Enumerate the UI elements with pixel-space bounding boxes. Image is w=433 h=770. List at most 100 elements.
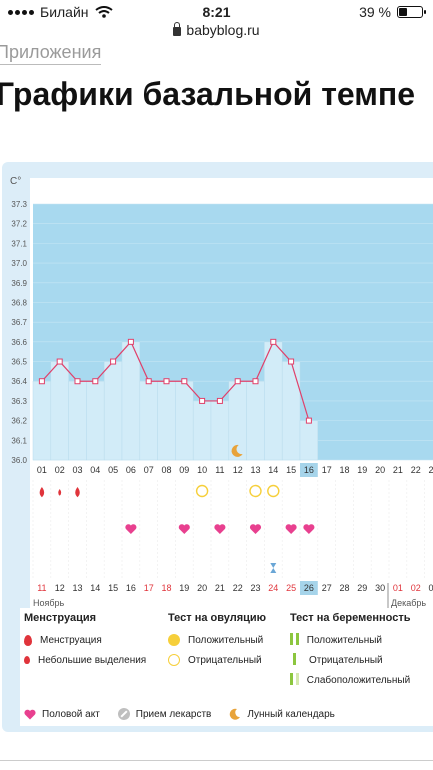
cycle-day-label: 08 — [161, 465, 171, 475]
legend-label: Положительный — [306, 634, 383, 646]
calendar-date-label: 25 — [286, 583, 296, 593]
battery-percent: 39 % — [359, 4, 391, 20]
y-tick-label: 37.2 — [11, 220, 27, 229]
intercourse-heart — [249, 524, 262, 534]
y-axis-unit: С° — [10, 176, 22, 187]
calendar-date-label: 20 — [197, 583, 207, 593]
legend-bottom-row: Половой акт Прием лекарств Лунный календ… — [24, 704, 335, 724]
current-day-highlight — [300, 463, 318, 477]
calendar-date-label: 11 — [37, 583, 46, 593]
legend-item-pregnancy-negative: Отрицательный — [290, 650, 411, 670]
battery-icon — [397, 6, 426, 18]
intercourse-heart — [178, 524, 190, 534]
y-tick-label: 36.8 — [11, 298, 27, 307]
legend-label: Отрицательный — [188, 654, 262, 666]
intercourse-heart — [125, 524, 137, 534]
battery-fill — [399, 8, 408, 16]
medication-marker — [270, 563, 277, 573]
current-date-highlight — [300, 581, 318, 595]
calendar-date-label: 01 — [393, 583, 403, 593]
legend-item-medication: Прием лекарств — [117, 704, 212, 724]
legend-ovulation: Тест на овуляцию Положительный Отрицател… — [168, 612, 266, 670]
temperature-bar — [175, 380, 194, 461]
temperature-point — [74, 378, 81, 385]
temperature-point — [181, 378, 188, 385]
lock-icon — [173, 22, 182, 36]
single-bar-icon — [290, 652, 296, 668]
heart-icon — [24, 709, 36, 719]
cycle-day-label: 12 — [233, 465, 243, 475]
cycle-day-label: 10 — [197, 465, 207, 475]
temperature-bar — [228, 380, 247, 461]
legend-pregnancy: Тест на беременность Положительный Отриц… — [290, 612, 411, 690]
legend-title-menstruation: Менструация — [24, 612, 97, 624]
temperature-bar — [139, 380, 158, 461]
calendar-date-label: 15 — [108, 583, 118, 593]
temperature-bar — [299, 420, 319, 461]
cycle-day-label: 14 — [268, 465, 278, 475]
y-tick-label: 36.6 — [11, 338, 27, 347]
cycle-day-label: 22 — [411, 465, 421, 475]
calendar-date-label: 18 — [161, 583, 171, 593]
temperature-line — [41, 340, 310, 421]
y-tick-label: 36.0 — [11, 456, 27, 465]
breadcrumb[interactable]: Приложения — [0, 42, 102, 65]
legend-label: Половой акт — [42, 708, 100, 720]
temperature-bar — [246, 380, 265, 461]
y-tick-label: 36.5 — [11, 358, 27, 367]
calendar-date-label: 17 — [144, 583, 154, 593]
legend-item-ovulation-positive: Положительный — [168, 630, 266, 650]
calendar-date-label: 14 — [90, 583, 100, 593]
legend-label: Прием лекарств — [135, 708, 212, 720]
month-label: Ноябрь — [33, 598, 65, 608]
calendar-date-label: 28 — [339, 583, 349, 593]
outline-circle-icon — [168, 654, 180, 666]
calendar-date-label: 23 — [250, 583, 260, 593]
temperature-point — [288, 358, 295, 365]
temperature-bar — [264, 341, 283, 461]
status-left: Билайн — [8, 4, 113, 20]
legend-title-ovulation: Тест на овуляцию — [168, 612, 267, 624]
cycle-day-label: 06 — [126, 465, 136, 475]
legend-item-ovulation-negative: Отрицательный — [168, 650, 266, 670]
calendar-date-label: 02 — [411, 583, 421, 593]
menstruation-drop — [39, 487, 45, 498]
temperature-point — [110, 358, 117, 365]
cycle-day-label: 01 — [37, 465, 47, 475]
small-drop-icon — [24, 656, 30, 664]
y-tick-label: 37.0 — [11, 259, 27, 268]
page-divider — [0, 760, 433, 761]
calendar-date-label: 21 — [215, 583, 225, 593]
cycle-day-label: 11 — [215, 465, 224, 475]
legend-item-menstruation: Менструация — [24, 630, 146, 650]
temperature-point — [92, 378, 99, 385]
yellow-circle-icon — [168, 634, 180, 646]
signal-icon — [8, 9, 34, 15]
temperature-bar — [157, 380, 176, 461]
temperature-bar — [281, 361, 301, 461]
legend-item-pregnancy-weak: Слабоположительный — [290, 670, 411, 690]
cycle-day-label: 21 — [393, 465, 403, 475]
cycle-day-label: 02 — [55, 465, 65, 475]
cycle-day-label: 05 — [108, 465, 118, 475]
address-bar[interactable]: babyblog.ru — [0, 22, 433, 42]
cycle-day-label: 09 — [179, 465, 189, 475]
calendar-date-label: 29 — [357, 583, 367, 593]
cycle-day-label: 13 — [250, 465, 260, 475]
legend-menstruation: Менструация Менструация Небольшие выделе… — [24, 612, 146, 670]
calendar-date-label: 03 — [428, 583, 433, 593]
temperature-point — [216, 397, 223, 404]
y-tick-label: 37.1 — [11, 239, 27, 248]
url-text: babyblog.ru — [186, 22, 260, 38]
drop-icon — [24, 634, 32, 646]
temperature-point — [305, 417, 312, 424]
intercourse-heart — [303, 524, 315, 534]
clock: 8:21 — [202, 4, 231, 20]
calendar-date-label: 19 — [179, 583, 189, 593]
legend-label: Лунный календарь — [247, 708, 335, 720]
temperature-point — [56, 358, 63, 365]
intercourse-heart — [214, 524, 226, 534]
temperature-bar — [121, 341, 141, 461]
page-title: Графики базальной темпе — [0, 76, 416, 112]
light-bleeding-drop — [58, 489, 62, 496]
